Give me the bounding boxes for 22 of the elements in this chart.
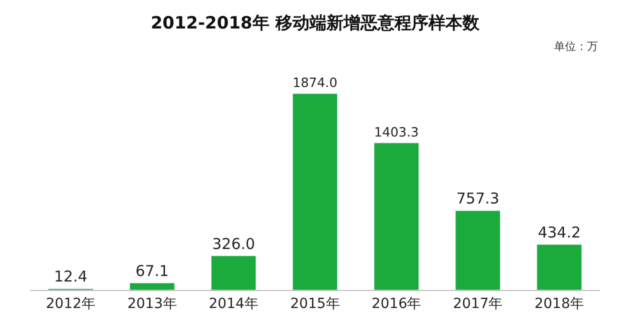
data-label: 1874.0 <box>292 76 338 92</box>
bar <box>374 142 420 290</box>
text: 单位：万 <box>554 40 598 53</box>
chart-title: 2012-2018年 移动端新增恶意程序样本数 <box>150 13 480 34</box>
x-tick-label: 2018年 <box>534 296 584 312</box>
x-tick-label: 2016年 <box>372 296 422 312</box>
bar <box>536 244 582 290</box>
data-label: 434.2 <box>538 223 581 242</box>
data-label: 326.0 <box>212 234 256 253</box>
bar <box>210 256 256 290</box>
x-tick-label: 2017年 <box>453 296 503 312</box>
bar <box>292 93 338 290</box>
data-label: 12.4 <box>54 268 88 286</box>
data-label: 67.1 <box>135 262 169 280</box>
x-tick-label: 2015年 <box>290 296 340 312</box>
bar <box>130 282 175 290</box>
x-tick-label: 2014年 <box>208 296 258 312</box>
x-tick-label: 2013年 <box>127 296 177 312</box>
x-tick-label: 2012年 <box>46 296 96 312</box>
bar <box>455 210 500 290</box>
data-label: 1403.3 <box>374 126 419 140</box>
data-label: 757.3 <box>456 190 500 208</box>
